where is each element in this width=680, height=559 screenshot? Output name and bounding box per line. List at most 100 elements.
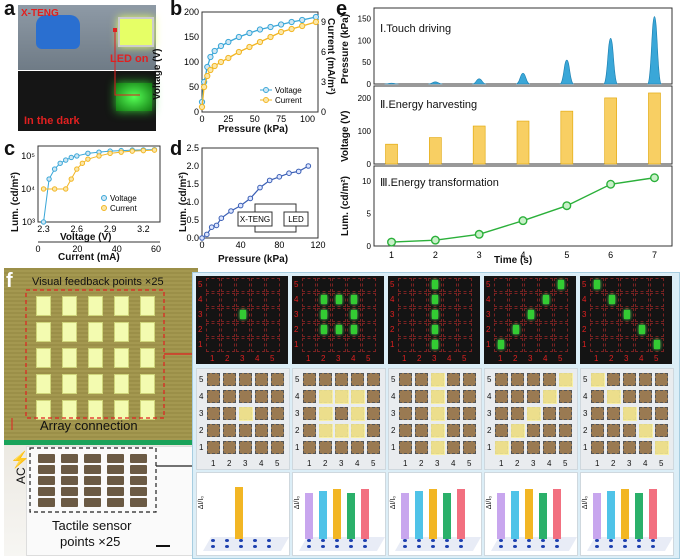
g-led-cell: [458, 278, 472, 292]
g-col-label: 1: [306, 354, 311, 363]
g-led-cell: [509, 278, 523, 292]
g-response-bar: [333, 489, 341, 539]
g-led-cell: [266, 278, 280, 292]
g-led-cell: [221, 308, 235, 322]
g-led-cell: [539, 323, 553, 337]
g-sensor-cell: [351, 373, 364, 386]
g-base-dot: [253, 545, 257, 548]
g-led-cell: [524, 323, 538, 337]
g-pressed-cell: [431, 441, 445, 455]
g-col-label: 2: [609, 354, 614, 363]
f-led-1-1: [36, 296, 51, 316]
g-response-bar: [443, 493, 451, 539]
b-ytick-left: 0: [194, 107, 199, 117]
g-pressed-cell: [639, 424, 653, 438]
f-led-1-5: [140, 296, 155, 316]
b-current-point: [211, 62, 218, 70]
e3-lum-point: [606, 179, 616, 189]
g-led-cell: [620, 293, 634, 307]
g-sensor-cell: [415, 373, 428, 386]
g-photo-row-label: 2: [295, 426, 300, 435]
g-led-grid-4: 5 1 4 2 3 3 2 4 1 5: [484, 276, 576, 364]
g-response-bar: [347, 493, 355, 539]
g-col-label: 2: [417, 354, 422, 363]
g-led-cell: [332, 293, 346, 307]
g-sensor-cell: [623, 373, 636, 386]
e-xtick: 4: [520, 250, 525, 260]
g-col-label: 1: [594, 354, 599, 363]
g-col-label: 3: [528, 354, 533, 363]
g-lit-led: [321, 295, 327, 304]
g-pressed-cell: [607, 390, 621, 404]
g-sensor-cell: [623, 390, 636, 403]
f-sensor-2-5: [130, 465, 147, 474]
c-current-point: [118, 149, 124, 155]
c-current-point: [68, 176, 74, 182]
g-photo-row-label: 3: [199, 409, 204, 418]
g-sensor-cell: [559, 390, 572, 403]
g-base-dot: [349, 539, 353, 542]
f-sensor-2-4: [107, 465, 124, 474]
panel-a-photo-top: X-TENG LED on: [18, 5, 156, 70]
g-led-cell: [317, 308, 331, 322]
g-base-dot: [307, 545, 311, 548]
e1-pressure-peak: [603, 37, 618, 85]
chart-d: 0 40 80 120 0.0 0.5 1.0 1.5 2.0 2.5 X-TENG LED: [186, 143, 325, 250]
g-sensor-cell: [207, 441, 220, 454]
g-led-grid-2: 5 1 4 2 3 3 2 4 1 5: [292, 276, 384, 364]
g-photo-row-label: 4: [487, 392, 492, 401]
g-col-label: 3: [624, 354, 629, 363]
e1-ytick: 150: [358, 15, 372, 24]
f-sensor-2-3: [84, 465, 101, 474]
g-sensor-photo-1: 5 1 4 2 3 3 2 4 1 5: [196, 368, 290, 470]
g-led-cell: [317, 323, 331, 337]
g-sensor-cell: [255, 441, 268, 454]
g-led-cell: [458, 308, 472, 322]
g-led-cell: [362, 308, 376, 322]
b-voltage-point: [312, 13, 319, 21]
f-led-1-2: [62, 296, 77, 316]
b-ytick-right: 3: [321, 77, 326, 87]
g-led-cell: [317, 338, 331, 352]
g-led-cell: [650, 323, 664, 337]
g-led-cell: [347, 338, 361, 352]
g-row-label: 2: [582, 325, 587, 334]
g-col-label: 3: [336, 354, 341, 363]
g-led-cell: [494, 323, 508, 337]
b-xlabel: Pressure (kPa): [218, 124, 289, 135]
e-xtick: 5: [564, 250, 569, 260]
g-led-cell: [236, 293, 250, 307]
g-bar-base: [586, 537, 674, 551]
g-photo-row-label: 1: [391, 443, 396, 452]
panel-d-letter: d: [170, 138, 183, 160]
g-led-cell: [539, 293, 553, 307]
e1-pressure-peak: [515, 72, 531, 85]
b-current-point: [235, 48, 243, 56]
g-col-label: 3: [432, 354, 437, 363]
g-led-cell: [524, 338, 538, 352]
g-sensor-cell: [351, 441, 364, 454]
f-sensor-5-1: [38, 498, 55, 507]
c-voltage-line: [43, 149, 155, 223]
g-response-bar: [635, 493, 643, 539]
f-sensor-4-1: [38, 487, 55, 496]
g-led-cell: [509, 323, 523, 337]
b-current-point: [217, 58, 225, 66]
f-sensor-4-5: [130, 487, 147, 496]
g-response-bar: [607, 491, 615, 539]
d-wire-top: [254, 203, 297, 212]
f-led-5-5: [140, 400, 155, 420]
g-led-cell: [221, 338, 235, 352]
g-base-dot: [527, 539, 531, 542]
g-sensor-cell: [255, 424, 268, 437]
g-sensor-cell: [495, 424, 508, 437]
g-base-dot: [321, 539, 325, 542]
x-teng-device: [36, 15, 80, 49]
g-led-cell: [605, 293, 619, 307]
g-sensor-cell: [655, 407, 668, 420]
panel-f-letter: f: [6, 270, 13, 292]
g-sensor-cell: [319, 441, 332, 454]
b-ytick-right: 9: [321, 17, 326, 27]
c-xtick-bottom: 20: [72, 244, 82, 254]
c-current-point: [140, 147, 147, 154]
